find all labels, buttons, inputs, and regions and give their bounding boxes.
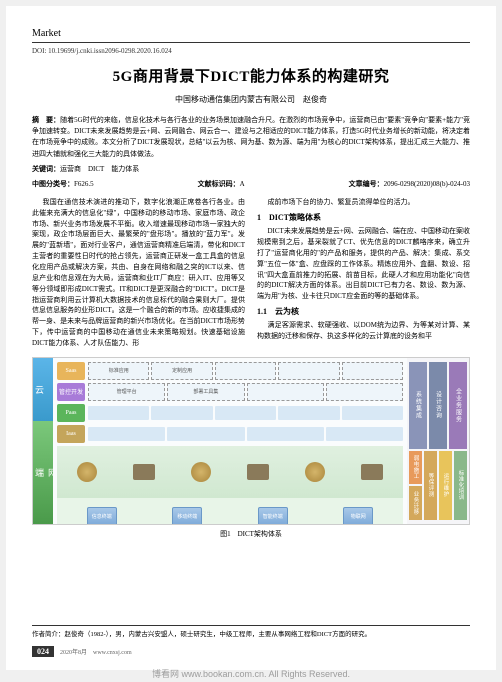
box bbox=[326, 427, 403, 441]
saas-label: Saas bbox=[57, 362, 85, 380]
box bbox=[342, 362, 403, 380]
term-box: 移动终端 bbox=[172, 507, 202, 525]
classif-label: 中图分类号： bbox=[32, 180, 74, 188]
box bbox=[215, 362, 276, 380]
ctrl-label: 管控开发 bbox=[57, 383, 85, 401]
right-panel: 系统集成 设计咨询 全业务服务 弱电施工业务迁移 等保评测 运行维护 标准化培训 bbox=[407, 358, 469, 524]
net-icon bbox=[247, 464, 269, 480]
site: www.cnxsj.com bbox=[93, 650, 132, 656]
box bbox=[151, 406, 212, 420]
box bbox=[278, 406, 339, 420]
section-1-1: 1.1 云为核 bbox=[257, 306, 470, 318]
box bbox=[278, 362, 339, 380]
box bbox=[88, 427, 165, 441]
box: 定制应用 bbox=[151, 362, 212, 380]
left-axis: 云 网端 bbox=[33, 358, 53, 524]
section-1: 1 DICT策略体系 bbox=[257, 212, 470, 224]
body-columns: 我国在通信技术演进的推动下，数字化浪潮正席卷各行各业。由此催来充满大的信息化"绿… bbox=[32, 197, 470, 351]
abstract: 摘 要：随着5G时代的来临，信息化技术与各行各业的业务场景加速融合升尺。在激烈的… bbox=[32, 115, 470, 160]
term-box: 信息终端 bbox=[87, 507, 117, 525]
abstract-label: 摘 要： bbox=[32, 116, 60, 124]
box: 管理平台 bbox=[88, 383, 165, 401]
doi-line: DOI: 10.19699/j.cnki.issn2096-0298.2020.… bbox=[32, 47, 470, 55]
abstract-text: 随着5G时代的来临，信息化技术与各行各业的业务场景加速融合升尺。在激烈的市场竞争… bbox=[32, 116, 470, 158]
box bbox=[215, 406, 276, 420]
term-section: 信息终端 移动终端 智能终端 物联网 bbox=[57, 498, 403, 525]
r-bb: 业务迁移 bbox=[409, 486, 422, 520]
box bbox=[247, 383, 324, 401]
figure-1: 云 网端 Saas 标准应用 定制应用 管控开发 bbox=[32, 357, 470, 539]
classif-value: F626.5 bbox=[74, 180, 94, 188]
net-icon bbox=[191, 462, 211, 482]
paper-title: 5G商用背景下DICT能力体系的构建研究 bbox=[32, 65, 470, 86]
paas-label: Paas bbox=[57, 404, 85, 422]
net-section bbox=[57, 446, 403, 498]
bio-label: 作者简介： bbox=[32, 631, 65, 638]
keywords: 关键词：运营商 DICT 能力体系 bbox=[32, 164, 470, 175]
category-header: Market bbox=[32, 28, 470, 43]
r-bb: 等保评测 bbox=[424, 451, 437, 520]
paper-page: Market DOI: 10.19699/j.cnki.issn2096-029… bbox=[6, 6, 496, 670]
r-blk: 设计咨询 bbox=[429, 362, 447, 449]
box bbox=[167, 427, 244, 441]
page-number: 024 2020年8月 www.cnxsj.com bbox=[32, 647, 132, 656]
r-bb: 标准化培训 bbox=[454, 451, 467, 520]
bio-text: 赵俊奇（1982-），男，内蒙古兴安盟人，硕士研究生，中级工程师，主要从事网络工… bbox=[65, 631, 372, 638]
term-box: 物联网 bbox=[343, 507, 373, 525]
p4: 满足客源需求、软硬强收、以DOM统为边界、为等某对计算、某构数据的迁移和保存、执… bbox=[257, 320, 470, 342]
articleid-value: 2096-0298(2020)08(b)-024-03 bbox=[384, 180, 470, 188]
iaas-label: Iaas bbox=[57, 425, 85, 443]
r-bb: 运行维护 bbox=[439, 451, 452, 520]
net-icon bbox=[133, 464, 155, 480]
r-bb: 弱电施工 bbox=[409, 451, 422, 485]
net-icon bbox=[77, 462, 97, 482]
doccode-value: A bbox=[240, 180, 245, 188]
page-num: 024 bbox=[32, 646, 54, 657]
col-left: 我国在通信技术演进的推动下，数字化浪潮正席卷各行各业。由此催来充满大的信息化"绿… bbox=[32, 197, 245, 351]
watermark: 博看网 www.bookan.com.cn. All Rights Reserv… bbox=[152, 667, 350, 680]
doccode-label: 文献标识码： bbox=[198, 180, 240, 188]
p1: 我国在通信技术演进的推动下，数字化浪潮正席卷各行各业。由此催来充满大的信息化"绿… bbox=[32, 197, 245, 349]
label-cloud: 云 bbox=[33, 358, 46, 421]
net-icon bbox=[305, 462, 325, 482]
footer-rule bbox=[32, 625, 470, 626]
classification-row: 中图分类号：F626.5 文献标识码：A 文章编号：2096-0298(2020… bbox=[32, 179, 470, 189]
r-blk: 系统集成 bbox=[409, 362, 427, 449]
box bbox=[88, 406, 149, 420]
articleid-label: 文章编号： bbox=[349, 180, 384, 188]
mid-panel: Saas 标准应用 定制应用 管控开发 管理平台 部署工具集 bbox=[53, 358, 407, 524]
keywords-text: 运营商 DICT 能力体系 bbox=[60, 165, 139, 173]
p3: DICT未来发展趋势是云+网、云网融合、端在应、中国移动在案收规模需到之后，基采… bbox=[257, 226, 470, 302]
r-blk: 全业务服务 bbox=[449, 362, 467, 449]
box: 标准应用 bbox=[88, 362, 149, 380]
page-date: 2020年8月 bbox=[60, 650, 87, 656]
dict-diagram: 云 网端 Saas 标准应用 定制应用 管控开发 bbox=[32, 357, 470, 525]
box: 部署工具集 bbox=[167, 383, 244, 401]
box bbox=[326, 383, 403, 401]
net-icon bbox=[361, 464, 383, 480]
box bbox=[342, 406, 403, 420]
figure-caption: 图1 DICT架构体系 bbox=[32, 529, 470, 539]
box bbox=[247, 427, 324, 441]
keywords-label: 关键词： bbox=[32, 165, 60, 173]
authors: 中国移动通信集团内蒙古有限公司 赵俊奇 bbox=[32, 94, 470, 105]
term-box: 智能终端 bbox=[258, 507, 288, 525]
col-right: 成前市场下台的协力、繁复员流得单位的活力。 1 DICT策略体系 DICT未来发… bbox=[257, 197, 470, 351]
p2: 成前市场下台的协力、繁复员流得单位的活力。 bbox=[257, 197, 470, 208]
author-bio: 作者简介：赵俊奇（1982-），男，内蒙古兴安盟人，硕士研究生，中级工程师，主要… bbox=[32, 628, 470, 638]
